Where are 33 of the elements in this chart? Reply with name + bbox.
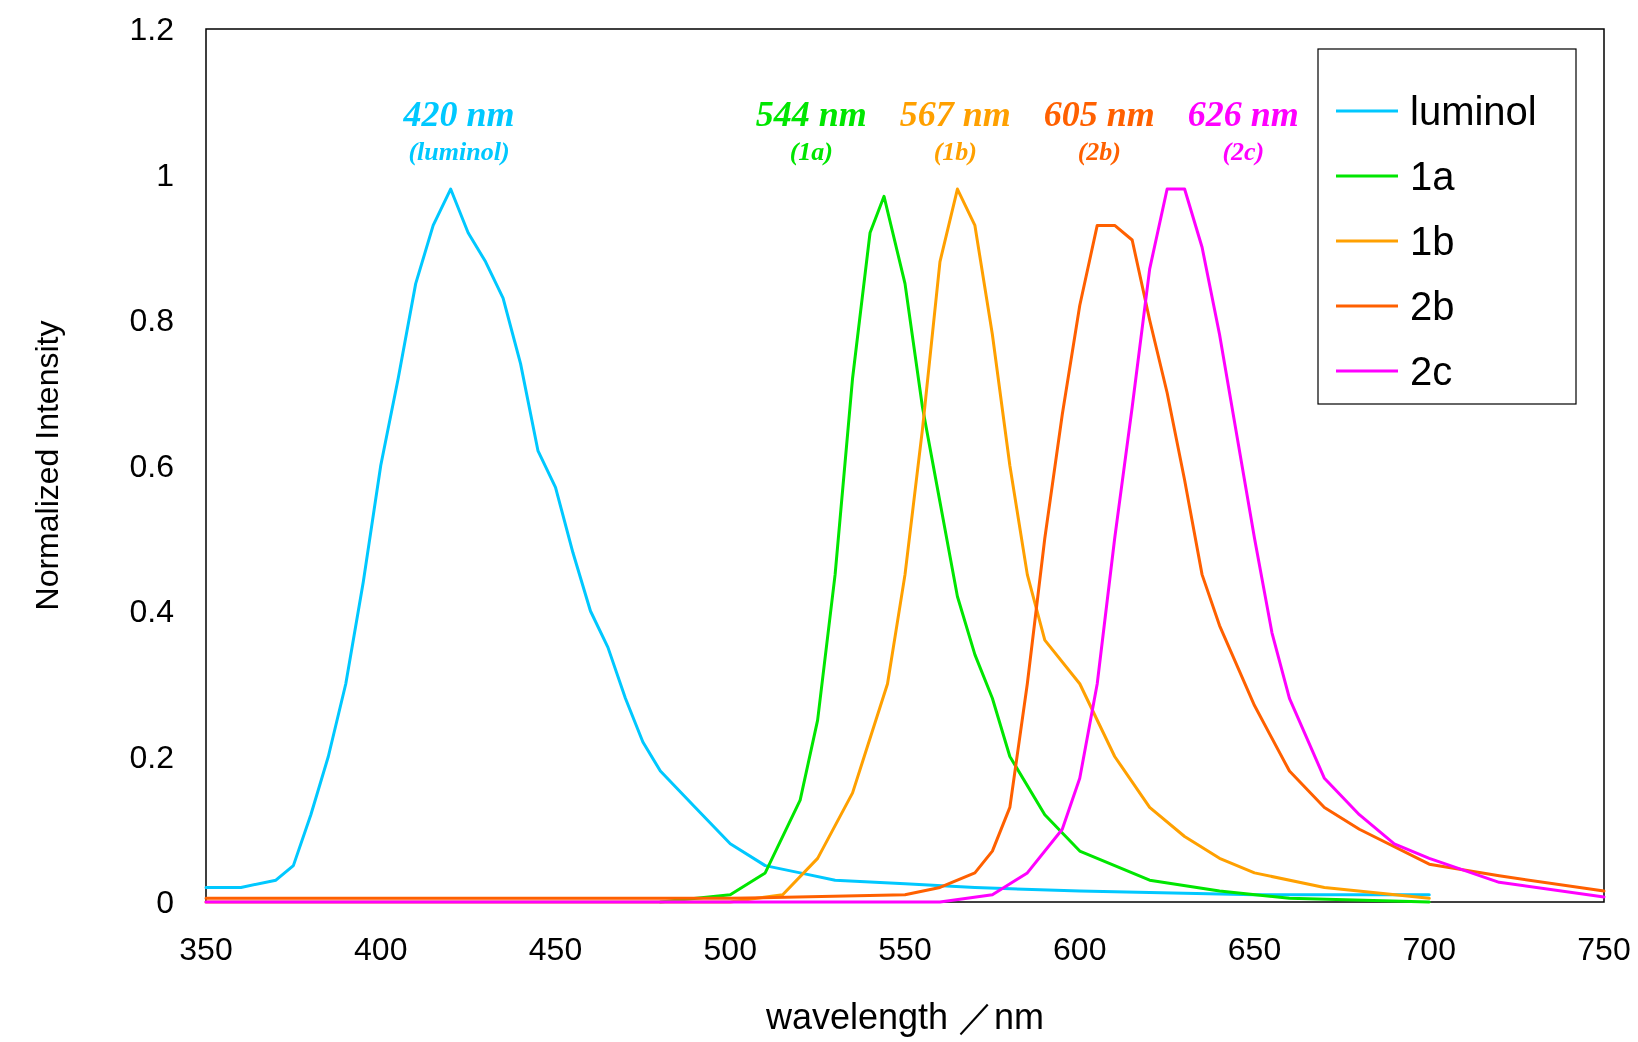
annotation: 420 nm (402, 94, 515, 134)
annotation: 544 nm (755, 94, 867, 134)
x-tick-label: 700 (1402, 931, 1456, 967)
x-tick-label: 500 (703, 931, 757, 967)
legend-label: 1a (1410, 154, 1456, 198)
annotation: 567 nm (899, 94, 1011, 134)
y-tick-label: 0.6 (129, 447, 174, 484)
y-tick-label: 1 (156, 156, 174, 193)
y-tick-label: 0.8 (129, 302, 174, 339)
annotation: (1b) (933, 137, 977, 166)
y-tick-label: 0.2 (129, 738, 174, 775)
annotation: (2b) (1077, 137, 1121, 166)
annotation: (luminol) (408, 137, 510, 166)
x-tick-label: 650 (1227, 931, 1282, 967)
annotation: 605 nm (1043, 94, 1155, 134)
y-axis-title: Normalized Intensity (29, 320, 65, 611)
x-tick-label: 350 (179, 931, 233, 967)
y-tick-label: 0.4 (129, 593, 174, 630)
annotation: (2c) (1222, 137, 1265, 166)
legend-label: luminol (1410, 89, 1537, 133)
y-tick-label: 1.2 (129, 11, 174, 48)
legend-label: 1b (1410, 219, 1455, 263)
x-tick-label: 600 (1053, 931, 1107, 967)
legend-label: 2b (1410, 284, 1455, 328)
legend-label: 2c (1410, 349, 1453, 393)
annotation: 626 nm (1187, 94, 1299, 134)
x-tick-label: 450 (528, 931, 583, 967)
y-tick-label: 0 (156, 884, 174, 921)
x-tick-label: 750 (1577, 931, 1631, 967)
x-tick-label: 400 (354, 931, 408, 967)
annotation: (1a) (789, 137, 833, 166)
x-tick-label: 550 (878, 931, 932, 967)
x-axis-title: wavelength ／nm (764, 996, 1045, 1037)
